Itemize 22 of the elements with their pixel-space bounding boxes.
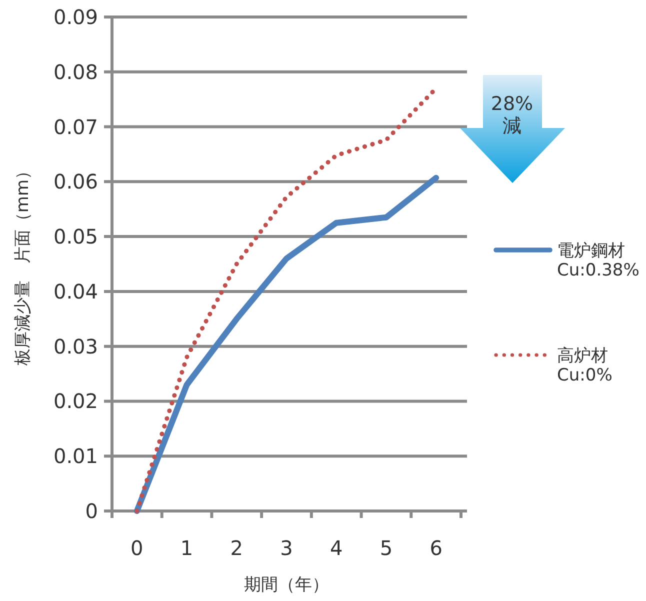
y-tick-label: 0.08 bbox=[53, 60, 98, 84]
x-tick-label: 3 bbox=[280, 536, 293, 560]
x-tick-label: 2 bbox=[230, 536, 244, 560]
legend-label: 電炉鋼材 Cu:0.38% bbox=[557, 241, 640, 281]
y-axis-title: 板厚減少量 片面（mm） bbox=[13, 162, 33, 367]
y-tick-label: 0.05 bbox=[53, 224, 98, 249]
x-axis-title: 期間（年） bbox=[244, 575, 329, 595]
y-tick-label: 0.01 bbox=[53, 444, 98, 468]
y-tick-label: 0.04 bbox=[53, 279, 98, 304]
x-tick-label: 1 bbox=[180, 536, 194, 560]
y-tick-label: 0.07 bbox=[53, 114, 98, 139]
x-tick-label: 5 bbox=[380, 536, 393, 560]
y-tick-label: 0.09 bbox=[53, 5, 98, 29]
y-tick-label: 0 bbox=[85, 499, 98, 523]
y-tick-label: 0.03 bbox=[53, 334, 98, 358]
y-tick-label: 0.06 bbox=[53, 170, 98, 194]
x-tick-label: 6 bbox=[430, 536, 442, 560]
x-tick-label: 0 bbox=[130, 536, 144, 560]
x-tick-label: 4 bbox=[330, 536, 343, 560]
y-tick-label: 0.02 bbox=[53, 389, 98, 414]
legend-label: 高炉材 Cu:0% bbox=[557, 346, 612, 386]
text: 28% 減 bbox=[490, 93, 534, 137]
